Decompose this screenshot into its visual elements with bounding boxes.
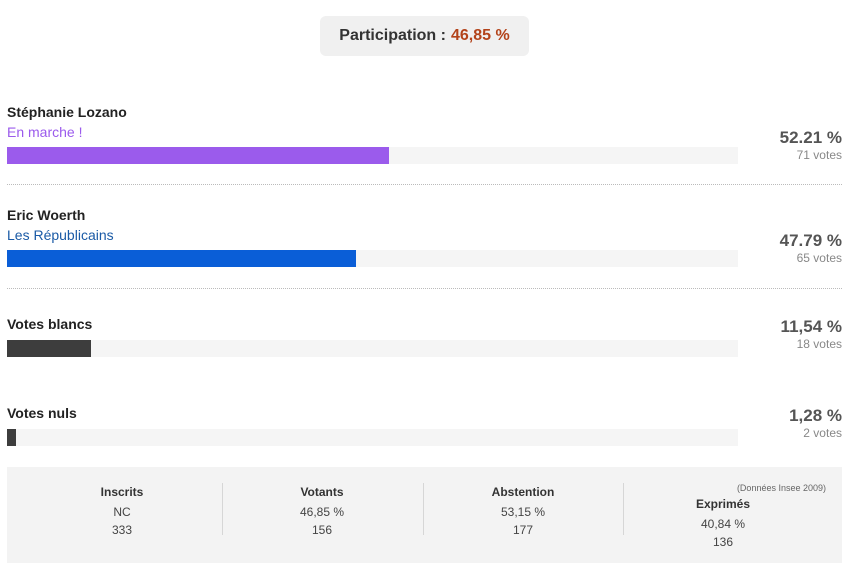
candidate-name: Eric Woerth <box>7 207 86 223</box>
candidate-percent: 52.21 % <box>779 128 842 147</box>
candidate-percent: 47.79 % <box>779 231 842 250</box>
participation-box: Participation : 46,85 % <box>320 16 529 56</box>
result-bar-track <box>7 429 738 446</box>
null-votes-count: 2 votes <box>803 426 842 440</box>
result-bar-track <box>7 147 738 164</box>
stat-count: 333 <box>111 523 133 537</box>
stat-divider <box>623 483 624 535</box>
blank-votes-count: 18 votes <box>796 337 842 351</box>
stat-value: 40,84 % <box>700 517 746 531</box>
stat-count: 136 <box>712 535 734 549</box>
blank-votes-row: Votes blancs 11,54 % 18 votes <box>7 316 842 364</box>
stats-panel: Inscrits NC 333 Votants 46,85 % 156 Abst… <box>7 467 842 563</box>
blank-votes-percent: 11,54 % <box>780 317 842 336</box>
stat-inscrits: Inscrits NC 333 <box>22 485 222 539</box>
candidate-row-lozano: Stéphanie Lozano En marche ! 52.21 % 71 … <box>7 104 842 168</box>
stat-divider <box>423 483 424 535</box>
result-bar-fill <box>7 340 91 357</box>
stat-label: Exprimés <box>695 497 751 511</box>
participation-value: 46,85 % <box>450 27 510 44</box>
stat-value: 53,15 % <box>500 505 546 519</box>
stat-abstention: Abstention 53,15 % 177 <box>423 485 623 539</box>
stat-count: 177 <box>512 523 534 537</box>
candidate-party: Les Républicains <box>7 227 114 243</box>
stat-label: Votants <box>300 485 344 499</box>
result-bar-fill <box>7 429 16 446</box>
stat-count: 156 <box>311 523 333 537</box>
candidate-votes: 71 votes <box>796 148 842 162</box>
result-bar-fill <box>7 147 389 164</box>
result-bar-track <box>7 340 738 357</box>
result-bar-fill <box>7 250 356 267</box>
null-votes-percent: 1,28 % <box>789 406 842 425</box>
stat-exprimes: Exprimés 40,84 % 136 <box>623 497 823 551</box>
null-votes-row: Votes nuls 1,28 % 2 votes <box>7 405 842 453</box>
stat-votants: Votants 46,85 % 156 <box>222 485 422 539</box>
stat-value: NC <box>113 505 131 519</box>
candidate-name: Stéphanie Lozano <box>7 104 127 120</box>
data-source-note: (Données Insee 2009) <box>736 483 826 493</box>
candidate-party: En marche ! <box>7 124 83 140</box>
null-votes-label: Votes nuls <box>7 405 77 421</box>
blank-votes-label: Votes blancs <box>7 316 93 332</box>
candidate-row-woerth: Eric Woerth Les Républicains 47.79 % 65 … <box>7 207 842 271</box>
row-separator <box>7 288 842 289</box>
row-separator <box>7 184 842 185</box>
stat-label: Abstention <box>491 485 555 499</box>
stat-value: 46,85 % <box>299 505 345 519</box>
participation-label: Participation : <box>339 27 446 44</box>
stat-divider <box>222 483 223 535</box>
candidate-votes: 65 votes <box>796 251 842 265</box>
result-bar-track <box>7 250 738 267</box>
stat-label: Inscrits <box>100 485 144 499</box>
